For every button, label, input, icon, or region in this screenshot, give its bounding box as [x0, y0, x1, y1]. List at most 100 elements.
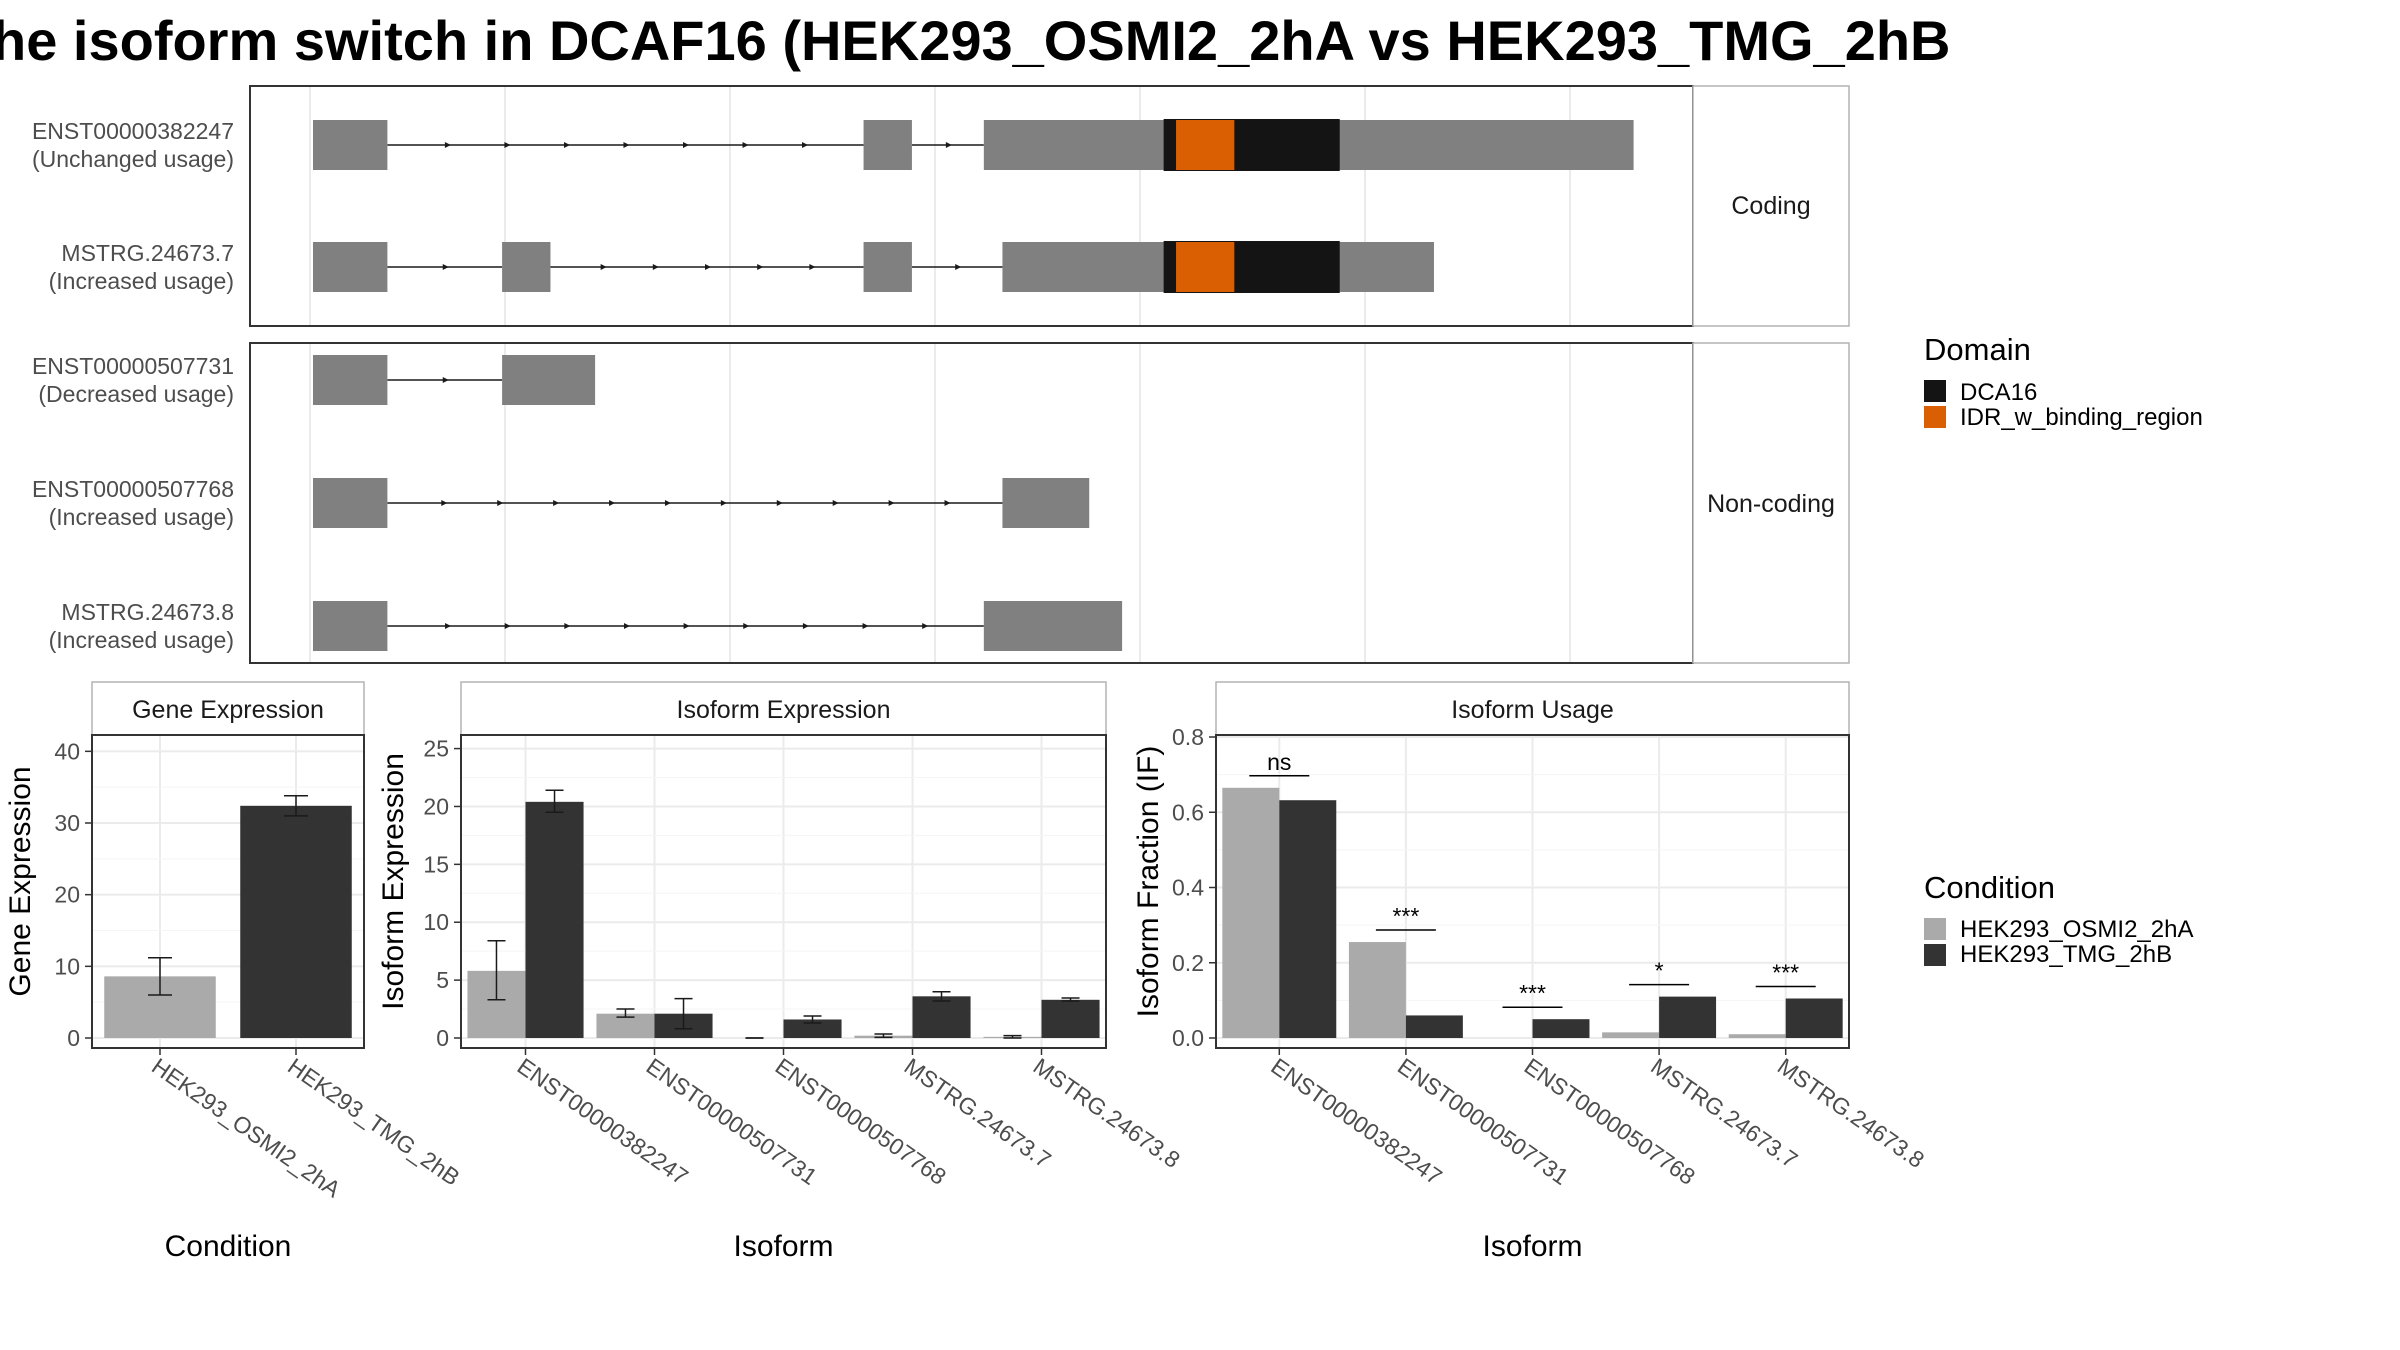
direction-arrow: [743, 623, 750, 629]
y-tick-label: 0.0: [1172, 1025, 1204, 1051]
direction-arrow: [442, 264, 449, 270]
exon-block: [313, 355, 388, 405]
direction-arrow: [944, 500, 951, 506]
direction-arrow: [442, 377, 449, 383]
transcript-usage-label: (Increased usage): [49, 268, 234, 294]
bar: [1041, 999, 1100, 1038]
transcript-labels: ENST00000382247(Unchanged usage) MSTRG.24…: [32, 118, 234, 653]
direction-arrow: [802, 142, 809, 148]
y-tick-label: 0: [67, 1025, 80, 1051]
y-axis-title: Gene Expression: [4, 766, 37, 996]
direction-arrow: [564, 623, 571, 629]
direction-arrow: [683, 142, 689, 148]
y-tick-label: 0.4: [1172, 875, 1204, 901]
plot-frame: [91, 734, 365, 1049]
condition-legend-title: Condition: [1924, 870, 2055, 905]
direction-arrow: [497, 500, 504, 506]
legend-key-osmi2: [1924, 918, 1946, 940]
transcript-id-label: ENST00000382247: [32, 118, 234, 144]
direction-arrow: [776, 500, 783, 506]
transcript-id-label: MSTRG.24673.8: [61, 599, 234, 625]
significance-label: *: [1655, 958, 1664, 984]
panel-strip: [1215, 681, 1850, 736]
direction-arrow: [757, 264, 764, 270]
noncoding-transcripts: [313, 355, 1123, 651]
bar: [1279, 800, 1337, 1038]
condition-legend: Condition HEK293_OSMI2_2hA HEK293_TMG_2h…: [1924, 870, 2193, 968]
direction-arrow: [623, 142, 630, 148]
bar: [1348, 942, 1406, 1038]
direction-arrow: [955, 264, 962, 270]
bar: [1785, 998, 1843, 1038]
isoform-expression-chart: Isoform Expression0510152025ENST00000382…: [377, 681, 1185, 1263]
direction-arrow: [600, 264, 607, 270]
exon-block: [983, 120, 1186, 170]
direction-arrow: [445, 623, 452, 629]
y-axis-title: Isoform Expression: [377, 753, 410, 1010]
exon-block: [502, 242, 551, 292]
domain-idr-binding-region: [1176, 120, 1235, 170]
noncoding-panel-grid: [309, 344, 1571, 662]
direction-arrow: [862, 623, 869, 629]
direction-arrow: [441, 500, 448, 506]
exon-block: [502, 355, 596, 405]
legend-key-dca16: [1924, 380, 1946, 402]
direction-arrow: [888, 500, 895, 506]
direction-arrow: [609, 500, 616, 506]
direction-arrow: [832, 500, 839, 506]
exon-block: [1002, 242, 1186, 292]
direction-arrow: [705, 264, 712, 270]
bar: [525, 801, 584, 1038]
bar: [783, 1019, 842, 1038]
exon-block: [313, 601, 388, 651]
y-tick-label: 25: [423, 736, 449, 762]
transcript-usage-label: (Unchanged usage): [32, 146, 234, 172]
exon-block: [313, 120, 388, 170]
transcript-usage-label: (Decreased usage): [38, 381, 234, 407]
direction-arrow: [683, 623, 690, 629]
bar: [1222, 787, 1280, 1038]
exon-block: [1002, 478, 1090, 528]
direction-arrow: [802, 623, 809, 629]
direction-arrow: [945, 142, 952, 148]
direction-arrow: [922, 623, 929, 629]
panel-strip: [460, 681, 1107, 736]
y-tick-label: 20: [54, 882, 80, 908]
noncoding-strip: [1692, 342, 1850, 664]
bar: [1728, 1034, 1786, 1038]
bar: [1602, 1032, 1660, 1038]
plot-frame: [460, 734, 1107, 1049]
direction-arrow: [742, 142, 749, 148]
significance-label: ns: [1267, 749, 1291, 775]
coding-strip-label: Coding: [1731, 192, 1810, 220]
direction-arrow: [623, 623, 630, 629]
direction-arrow: [504, 623, 511, 629]
noncoding-strip-label: Non-coding: [1707, 490, 1835, 518]
y-tick-label: 10: [54, 953, 80, 979]
direction-arrow: [553, 500, 560, 506]
y-tick-label: 10: [423, 909, 449, 935]
direction-arrow: [563, 142, 570, 148]
y-tick-label: 0.6: [1172, 799, 1204, 825]
legend-label-tmg: HEK293_TMG_2hB: [1960, 941, 2172, 968]
domain-idr-binding-region: [1176, 242, 1235, 292]
transcript-usage-label: (Increased usage): [49, 504, 234, 530]
exon-block: [313, 478, 388, 528]
gene-expression-chart: Gene Expression010203040HEK293_OSMI2_2hA…: [4, 681, 465, 1263]
y-tick-label: 5: [436, 967, 449, 993]
x-axis-title: Isoform: [733, 1230, 833, 1263]
y-tick-label: 0.8: [1172, 724, 1204, 750]
isoform-usage-chart: Isoform Usage0.00.20.40.60.8nsENST000003…: [1132, 681, 1929, 1263]
direction-arrow: [504, 142, 511, 148]
transcript-usage-label: (Increased usage): [49, 627, 234, 653]
bar: [1659, 996, 1717, 1038]
significance-label: ***: [1519, 980, 1546, 1006]
direction-arrow: [720, 500, 727, 506]
significance-label: ***: [1392, 903, 1419, 929]
transcript-id-label: MSTRG.24673.7: [61, 240, 234, 266]
coding-strip: [1692, 85, 1850, 327]
figure-title: he isoform switch in DCAF16 (HEK293_OSMI…: [0, 9, 1951, 72]
bar: [1532, 1019, 1590, 1038]
x-axis-title: Condition: [165, 1230, 292, 1263]
panel-strip-label: Isoform Usage: [1451, 696, 1614, 724]
